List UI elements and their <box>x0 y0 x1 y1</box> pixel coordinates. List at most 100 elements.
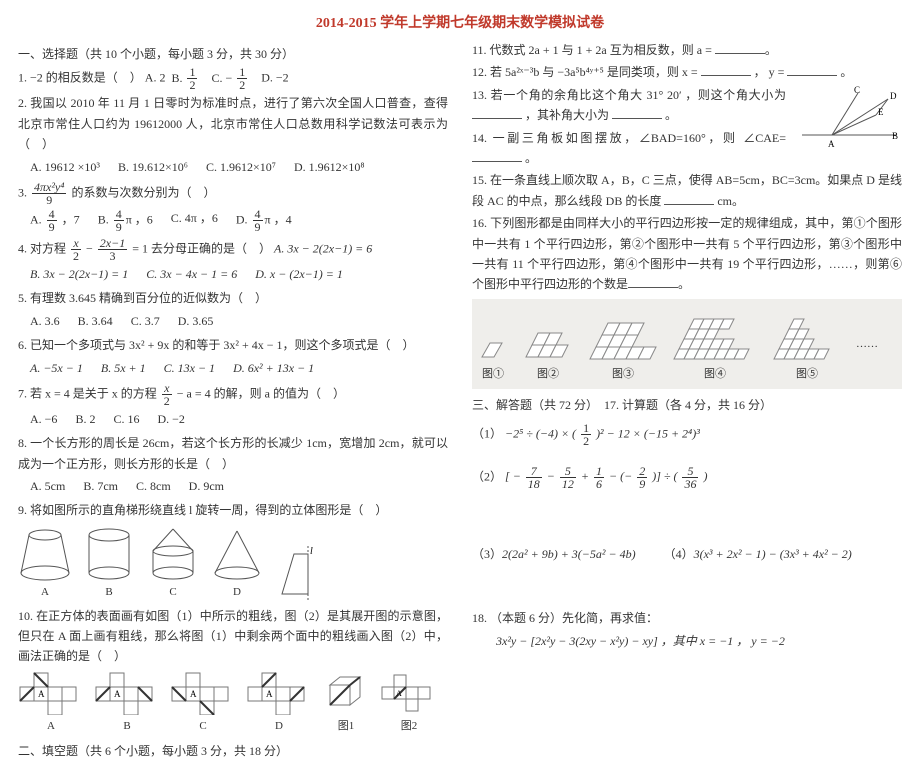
q10-figures: A A A B A C A D 图1 A 图2 <box>18 671 448 736</box>
q13: ABCDE 13. 若一个角的余角比这个角大 31° 20′ ，则这个角大小为 … <box>472 85 902 126</box>
q3-A: A. 49 ，7 <box>30 208 80 233</box>
q17-1-a: −2⁵ ÷ (−4) × ( <box>505 426 576 440</box>
q3-tail: 的系数与次数分别为（ ） <box>71 185 215 199</box>
q11-a: 11. 代数式 2a + 1 与 1 + 2a 互为相反数，则 a = <box>472 43 715 57</box>
q10-B-label: B <box>94 717 160 736</box>
q1-C-label: C. − <box>211 71 232 85</box>
q2-B: B. 19.612×10⁶ <box>118 157 188 177</box>
q17-row2: （3）2(2a² + 9b) + 3(−5a² − 4b) （4）3(x³ + … <box>472 544 902 564</box>
q3-C: C. 4π ，6 <box>171 208 218 233</box>
q7-tail: − a = 4 的解，则 a 的值为（ ） <box>177 386 345 400</box>
section-3-header: 三、解答题（共 72 分） 17. 计算题（各 4 分，共 16 分） <box>472 395 902 415</box>
q7-C: C. 16 <box>113 409 139 429</box>
q1-stem: 1. −2 的相反数是（ ） <box>18 71 142 85</box>
q7-n: x <box>162 382 172 395</box>
q18-body: 3x²y − [2x²y − 3(2xy − x²y) − xy] ，其中 x … <box>496 631 902 651</box>
q7-A: A. −6 <box>30 409 57 429</box>
q16-p5: 图⑤ <box>772 305 842 384</box>
q1B-den: 2 <box>187 79 197 91</box>
q3A-d: 9 <box>47 221 57 233</box>
q3D-d: 9 <box>253 221 263 233</box>
q17-2-open: [ <box>505 469 510 483</box>
q7-lead: 7. 若 x = 4 是关于 x 的方程 <box>18 386 160 400</box>
q3-D: D. 49π ，4 <box>236 208 292 233</box>
q6: 6. 已知一个多项式与 3x² + 9x 的和等于 3x² + 4x − 1，则… <box>18 335 448 355</box>
right-column: 11. 代数式 2a + 1 与 1 + 2a 互为相反数，则 a = 。 12… <box>472 38 902 762</box>
q17-2-lead: （2） <box>472 469 502 483</box>
q3B-pre: B. <box>98 212 112 226</box>
q16-p1: 图① <box>478 337 508 384</box>
q17-4-lead: （4） <box>664 547 694 561</box>
q1C-den: 2 <box>237 79 247 91</box>
q11-blank <box>715 41 765 54</box>
q9-D-label: D <box>210 583 264 602</box>
q16: 16. 下列图形都是由同样大小的平行四边形按一定的规律组成，其中，第①个图形中一… <box>472 213 902 295</box>
q17-2-s2: + <box>581 469 592 483</box>
q3B-post: π ，6 <box>126 212 153 226</box>
section-2-header: 二、填空题（共 6 个小题，每小题 3 分，共 18 分） <box>18 741 448 761</box>
q15-blank <box>664 192 714 205</box>
q12-b: ， y = <box>754 65 788 79</box>
q3D-pre: D. <box>236 212 251 226</box>
q15-b: cm。 <box>714 194 744 208</box>
q10-B-fig: A B <box>94 671 160 736</box>
svg-text:B: B <box>892 131 898 141</box>
q17-2-f5n: 5 <box>682 465 698 478</box>
q1-D: D. −2 <box>261 71 288 85</box>
q16-blank <box>628 275 678 288</box>
q10-A-fig: A A <box>18 671 84 736</box>
q1-C-frac: 12 <box>235 66 249 91</box>
svg-text:A: A <box>828 139 835 149</box>
q9-figures: A B C D l <box>18 525 448 602</box>
q11-b: 。 <box>765 43 777 57</box>
svg-text:A: A <box>266 689 273 699</box>
q4-D: D. x − (2x−1) = 1 <box>255 264 343 284</box>
q15: 15. 在一条直线上顺次取 A，B，C 三点，使得 AB=5cm，BC=3cm。… <box>472 170 902 211</box>
q17-2-f2n: 5 <box>560 465 576 478</box>
q3-frac: 4πx²y⁴9 <box>30 181 68 206</box>
q3A-post: ，7 <box>59 212 80 226</box>
q8-B: B. 7cm <box>83 476 118 496</box>
svg-text:A: A <box>396 689 402 698</box>
q14-b: 。 <box>522 151 537 165</box>
q13-figure: ABCDE <box>792 85 902 155</box>
q17-1-lead: （1） <box>472 426 502 440</box>
q13-blank-2 <box>612 106 662 119</box>
q17-4: （4）3(x³ + 2x² − 1) − (3x³ + 4x² − 2) <box>664 544 852 564</box>
q1-B: B. 12 <box>171 71 202 85</box>
q12-a: 12. 若 5a²ˣ⁻³b 与 −3a⁵b⁴ʸ⁺⁵ 是同类项，则 x = <box>472 65 701 79</box>
q3-num: 4πx²y⁴ <box>32 181 66 194</box>
q18-head: 18. （本题 6 分）先化简，再求值： <box>472 608 902 628</box>
q7-d: 2 <box>162 395 172 407</box>
q9-A-label: A <box>18 583 72 602</box>
q4L-d: 2 <box>71 250 81 262</box>
section-1-header: 一、选择题（共 10 个小题，每小题 3 分，共 30 分） <box>18 44 448 64</box>
q16-ellipsis: …… <box>856 335 878 354</box>
q16-patterns: 图① 图② 图③ 图④ 图⑤ …… <box>472 299 902 390</box>
q17-3-lead: （3） <box>472 547 502 561</box>
q13-blank-1 <box>472 106 522 119</box>
q9-B-label: B <box>82 583 136 602</box>
q10-ref1-label: 图1 <box>322 717 370 736</box>
q7-D: D. −2 <box>157 409 184 429</box>
svg-text:l: l <box>310 546 313 557</box>
q10-ref2-label: 图2 <box>380 717 438 736</box>
q2: 2. 我国以 2010 年 11 月 1 日零时为标准时点，进行了第六次全国人口… <box>18 93 448 154</box>
q6-D: D. 6x² + 13x − 1 <box>233 358 314 378</box>
q16-l4: 图④ <box>672 365 758 384</box>
q4-mid: − <box>86 241 96 255</box>
q17-1: （1） −2⁵ ÷ (−4) × ( 12 )² − 12 × (−15 + 2… <box>472 422 700 447</box>
q9-C-label: C <box>146 583 200 602</box>
q3A-n: 4 <box>47 208 57 221</box>
q9-C-fig: C <box>146 525 200 602</box>
q4L-n: x <box>71 237 81 250</box>
q8: 8. 一个长方形的周长是 26cm，若这个长方形的长减少 1cm，宽增加 2cm… <box>18 433 448 474</box>
left-column: 一、选择题（共 10 个小题，每小题 3 分，共 30 分） 1. −2 的相反… <box>18 38 448 762</box>
q14-blank <box>472 149 522 162</box>
q17-3-body: 2(2a² + 9b) + 3(−5a² − 4b) <box>502 547 636 561</box>
q4-A: A. 3x − 2(2x−1) = 6 <box>274 241 372 255</box>
q5-A: A. 3.6 <box>30 311 60 331</box>
q9: 9. 将如图所示的直角梯形绕直线 l 旋转一周，得到的立体图形是（ ） <box>18 500 448 520</box>
q2-D: D. 1.9612×10⁸ <box>294 157 365 177</box>
q16-l1: 图① <box>478 365 508 384</box>
